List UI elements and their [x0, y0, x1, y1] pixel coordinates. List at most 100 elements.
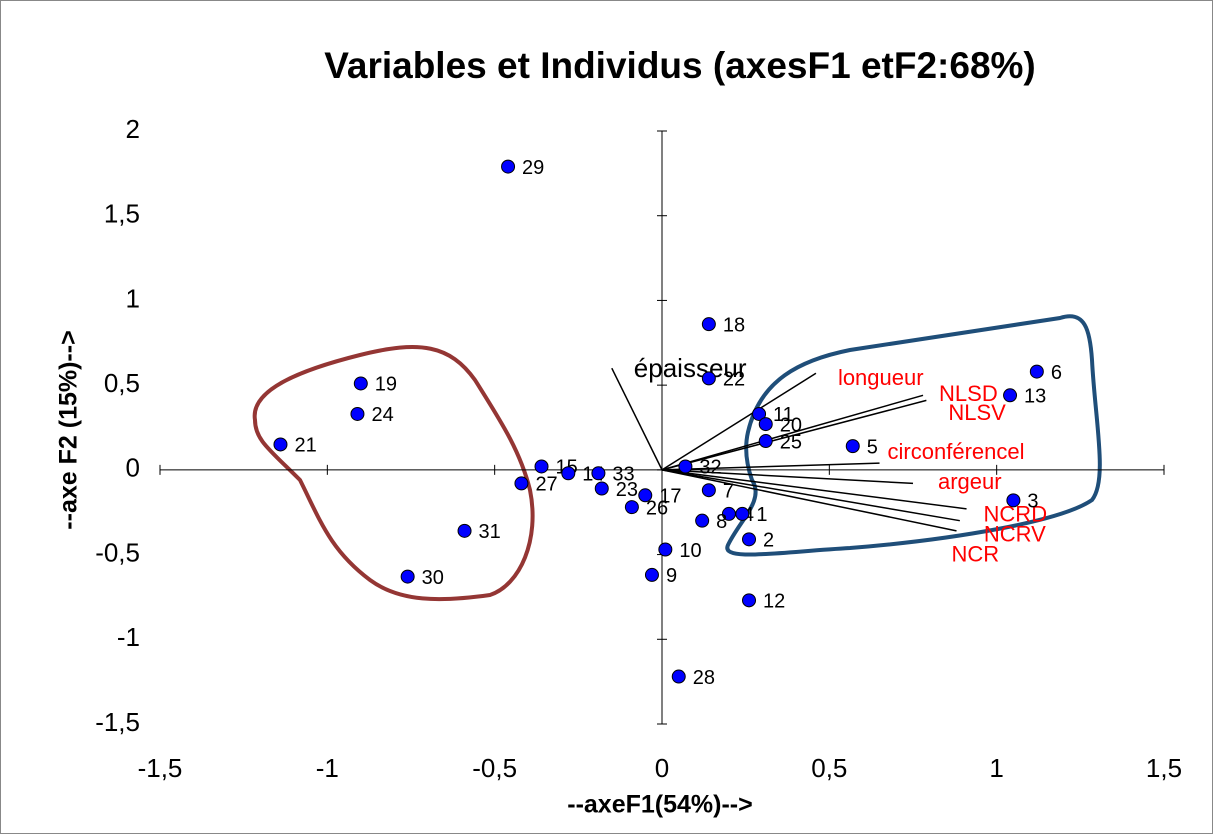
variable-vector [661, 469, 960, 522]
point [644, 567, 659, 582]
point [701, 371, 716, 386]
y-tick-label: 0 [126, 453, 140, 483]
point-label: 17 [659, 486, 681, 508]
point-label: 5 [867, 436, 878, 458]
x-tick-label: -0,5 [472, 753, 517, 783]
point-label: 1 [756, 504, 767, 526]
variable-vector [611, 367, 663, 471]
point [624, 500, 639, 515]
point-label: 27 [535, 474, 557, 496]
plot-area: -1,5 -1 -0,5 0 0,5 1 1,5 -1,5 -1 -0,5 0 0,5 1 1,5 2 épa… [95, 114, 1182, 783]
variable-label: longueur [838, 365, 924, 390]
point-label: 9 [666, 565, 677, 587]
x-tick-label: 0 [655, 753, 669, 783]
point [752, 406, 767, 421]
point-label: 13 [1024, 386, 1046, 408]
point [273, 437, 288, 452]
y-tick-label: -0,5 [95, 537, 140, 567]
point-label: 31 [479, 521, 501, 543]
point [561, 466, 576, 481]
point [678, 459, 693, 474]
y-tick-label: 2 [126, 114, 140, 144]
variable-vector [661, 372, 817, 471]
point-label: 2 [763, 530, 774, 552]
y-tick-label: -1,5 [95, 707, 140, 737]
variable-label: NCR [952, 542, 1000, 567]
point-label: 22 [723, 369, 745, 391]
cluster-outline [252, 345, 535, 602]
point [695, 513, 710, 528]
point [742, 532, 757, 547]
point [501, 159, 516, 174]
variable-label: NLSD [939, 381, 998, 406]
point [701, 483, 716, 498]
variable-vector [661, 399, 927, 471]
point [594, 481, 609, 496]
variable-vector [661, 469, 957, 532]
point [658, 542, 673, 557]
point [758, 417, 773, 432]
point [400, 569, 415, 584]
point [742, 593, 757, 608]
variable-vector [661, 394, 924, 471]
point [1029, 364, 1044, 379]
y-tick-label: 0,5 [104, 368, 140, 398]
y-tick-label: -1 [117, 622, 140, 652]
point-label: 20 [780, 414, 802, 436]
point-label: 10 [679, 540, 701, 562]
point-label: 29 [522, 157, 544, 179]
point-label: 23 [616, 479, 638, 501]
point [758, 434, 773, 449]
y-tick-label: 1 [126, 283, 140, 313]
point [845, 439, 860, 454]
x-tick-label: 1 [989, 753, 1003, 783]
variable-label: NLSV [948, 400, 1006, 425]
y-axis-label: --axe F2 (15%)--> [55, 330, 83, 529]
point [534, 459, 549, 474]
variable-label: argeur [938, 469, 1002, 494]
point [701, 317, 716, 332]
x-tick-label: 1,5 [1146, 753, 1182, 783]
point-label: 30 [422, 567, 444, 589]
point-label: 26 [646, 497, 668, 519]
point-label: 6 [1051, 362, 1062, 384]
point [671, 669, 686, 684]
point-label: 11 [773, 404, 794, 426]
variable-label: épaisseur [634, 353, 747, 383]
point [350, 406, 365, 421]
point [591, 466, 606, 481]
point [1006, 493, 1021, 508]
x-tick-label: 0,5 [811, 753, 847, 783]
point [514, 476, 529, 491]
y-tick-label: 1,5 [104, 199, 140, 229]
x-axis-label: --axeF1(54%)--> [567, 791, 752, 819]
variable-label: circonférencel [888, 439, 1025, 464]
variable-vector [661, 469, 914, 485]
point-label: 32 [699, 457, 721, 479]
point [353, 376, 368, 391]
point-label: 28 [693, 667, 715, 689]
point [1003, 388, 1018, 403]
point-label: 25 [780, 431, 802, 453]
point-label: 7 [723, 480, 734, 502]
point-label: 19 [375, 374, 397, 396]
variable-vector [661, 462, 880, 471]
point-label: 8 [716, 511, 727, 533]
point [638, 488, 653, 503]
point-label: 24 [371, 404, 393, 426]
x-tick-label: -1,5 [138, 753, 183, 783]
x-tick-label: -1 [316, 753, 339, 783]
point-label: 21 [294, 435, 316, 457]
point-label: 33 [612, 464, 634, 486]
point-label: 3 [1027, 491, 1038, 513]
chart-title: Variables et Individus (axesF1 etF2:68%) [324, 45, 1036, 86]
variable-vector [661, 469, 967, 510]
point [457, 523, 472, 538]
point [735, 506, 750, 521]
point-label: 18 [723, 314, 745, 336]
point-label: 12 [763, 591, 785, 613]
variable-label: NCRV [984, 521, 1046, 546]
